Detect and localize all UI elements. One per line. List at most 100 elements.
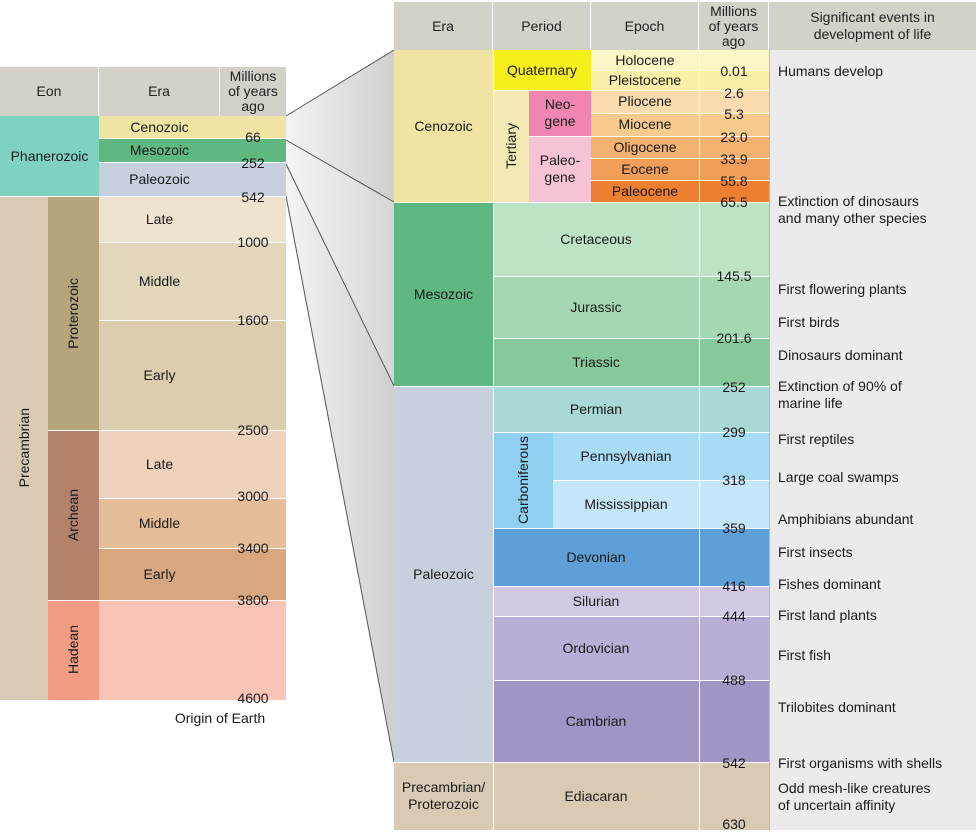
left-mya-1000: 1000 (237, 234, 269, 250)
event-first-flowering-plants: First flowering plants (778, 281, 907, 297)
mya-cell-permian (699, 386, 769, 432)
left-header-eon: Eon (0, 67, 99, 116)
left-mya-66: 66 (245, 129, 261, 145)
event-first-reptiles: First reptiles (778, 431, 855, 447)
right-mya-488: 488 (722, 672, 746, 688)
period-cretaceous: Cretaceous (493, 202, 699, 276)
left-mya-paleozoic-cell (220, 162, 286, 196)
event-first-land-plants: First land plants (778, 607, 877, 623)
right-mya-201-6: 201.6 (716, 330, 752, 346)
eon-precambrian: Precambrian (0, 196, 48, 700)
mya-cell-silurian (699, 586, 769, 616)
right-mya-2-6: 2.6 (724, 85, 744, 101)
right-header-epoch: Epoch (591, 2, 699, 50)
proterozoic-late: Late (99, 196, 220, 242)
right-mya-359: 359 (722, 520, 746, 536)
archean-early: Early (99, 548, 220, 600)
right-mya-630: 630 (722, 816, 746, 832)
subperiod-neogene: Neo- gene (529, 90, 591, 136)
left-mya-4600: 4600 (237, 690, 269, 706)
archean-late: Late (99, 430, 220, 498)
mya-cell-devonian (699, 528, 769, 586)
period-ordovician: Ordovician (493, 616, 699, 680)
epoch-eocene: Eocene (591, 158, 699, 180)
left-mya-252: 252 (241, 155, 265, 171)
left-mya-3800: 3800 (237, 592, 269, 608)
left-mya-prot-middle (220, 242, 286, 320)
left-mya-1600: 1600 (237, 312, 269, 328)
left-mya-2500: 2500 (237, 422, 269, 438)
epoch-miocene: Miocene (591, 113, 699, 136)
mya-cell-oligocene (699, 136, 769, 158)
mya-cell-cambrian (699, 680, 769, 762)
subperiod-mississippian: Mississippian (553, 480, 699, 528)
right-mya-55-8: 55.8 (720, 173, 748, 189)
proterozoic-early: Early (99, 320, 220, 430)
left-mya-3000: 3000 (237, 488, 269, 504)
era-hadean: Hadean (48, 600, 99, 700)
event-mesh-creatures: Odd mesh-like creatures of uncertain aff… (778, 780, 931, 813)
epoch-paleocene: Paleocene (591, 180, 699, 202)
period-tertiary: Tertiary (493, 90, 529, 202)
subperiod-paleogene: Paleo- gene (529, 136, 591, 202)
right-mya-33-9: 33.9 (720, 151, 748, 167)
left-mya-arch-late (220, 430, 286, 498)
events-column (769, 50, 976, 830)
mya-cell-holocene (699, 50, 769, 70)
left-era-mesozoic: Mesozoic (99, 138, 220, 162)
epoch-oligocene: Oligocene (591, 136, 699, 158)
right-mya-299: 299 (722, 424, 746, 440)
event-amphibians-abundant: Amphibians abundant (778, 511, 914, 527)
period-carboniferous: Carboniferous (493, 432, 553, 528)
period-permian: Permian (493, 386, 699, 432)
event-first-insects: First insects (778, 544, 853, 560)
mya-cell-pennsylvanian (699, 432, 769, 480)
right-header-mya: Millions of years ago (699, 2, 769, 50)
event-dinosaurs-dominant: Dinosaurs dominant (778, 347, 903, 363)
event-coal-swamps: Large coal swamps (778, 469, 899, 485)
left-mya-mesozoic-cell (220, 138, 286, 162)
right-mya-252: 252 (722, 379, 746, 395)
right-mya-145-5: 145.5 (716, 268, 752, 284)
right-mya-318: 318 (722, 472, 746, 488)
epoch-pliocene: Pliocene (591, 90, 699, 113)
period-devonian: Devonian (493, 528, 699, 586)
mya-cell-ediacaran (699, 762, 769, 830)
left-mya-3400: 3400 (237, 540, 269, 556)
left-mya-prot-late (220, 196, 286, 242)
left-mya-arch-middle (220, 498, 286, 548)
epoch-pleistocene: Pleistocene (591, 70, 699, 90)
right-mya-23-0: 23.0 (720, 129, 748, 145)
mya-cell-pleistocene (699, 70, 769, 90)
mya-cell-miocene (699, 113, 769, 136)
left-mya-arch-early (220, 548, 286, 600)
event-marine-extinction: Extinction of 90% of marine life (778, 378, 902, 411)
mya-cell-eocene (699, 158, 769, 180)
mya-cell-pliocene (699, 90, 769, 113)
right-mya-65-5: 65.5 (720, 194, 748, 210)
eon-phanerozoic: Phanerozoic (0, 116, 99, 196)
right-header-events: Significant events in development of lif… (769, 2, 976, 50)
right-header-period: Period (493, 2, 591, 50)
event-first-birds: First birds (778, 314, 840, 330)
mya-cell-jurassic (699, 276, 769, 338)
right-mya-542: 542 (722, 755, 746, 771)
left-era-paleozoic: Paleozoic (99, 162, 220, 196)
right-mya-444: 444 (722, 608, 746, 624)
left-header-mya: Millions of years ago (220, 67, 286, 116)
hadean-block (99, 600, 286, 700)
left-era-cenozoic: Cenozoic (99, 116, 220, 138)
period-silurian: Silurian (493, 586, 699, 616)
event-first-fish: First fish (778, 647, 831, 663)
right-era-cenozoic: Cenozoic (394, 50, 493, 202)
right-era-mesozoic: Mesozoic (394, 202, 493, 386)
event-humans-develop: Humans develop (778, 63, 884, 79)
era-archean: Archean (48, 430, 99, 600)
period-triassic: Triassic (493, 338, 699, 386)
period-cambrian: Cambrian (493, 680, 699, 762)
period-jurassic: Jurassic (493, 276, 699, 338)
right-mya-0-01: 0.01 (720, 63, 748, 79)
right-era-paleozoic: Paleozoic (394, 386, 493, 762)
left-header-era: Era (99, 67, 220, 116)
